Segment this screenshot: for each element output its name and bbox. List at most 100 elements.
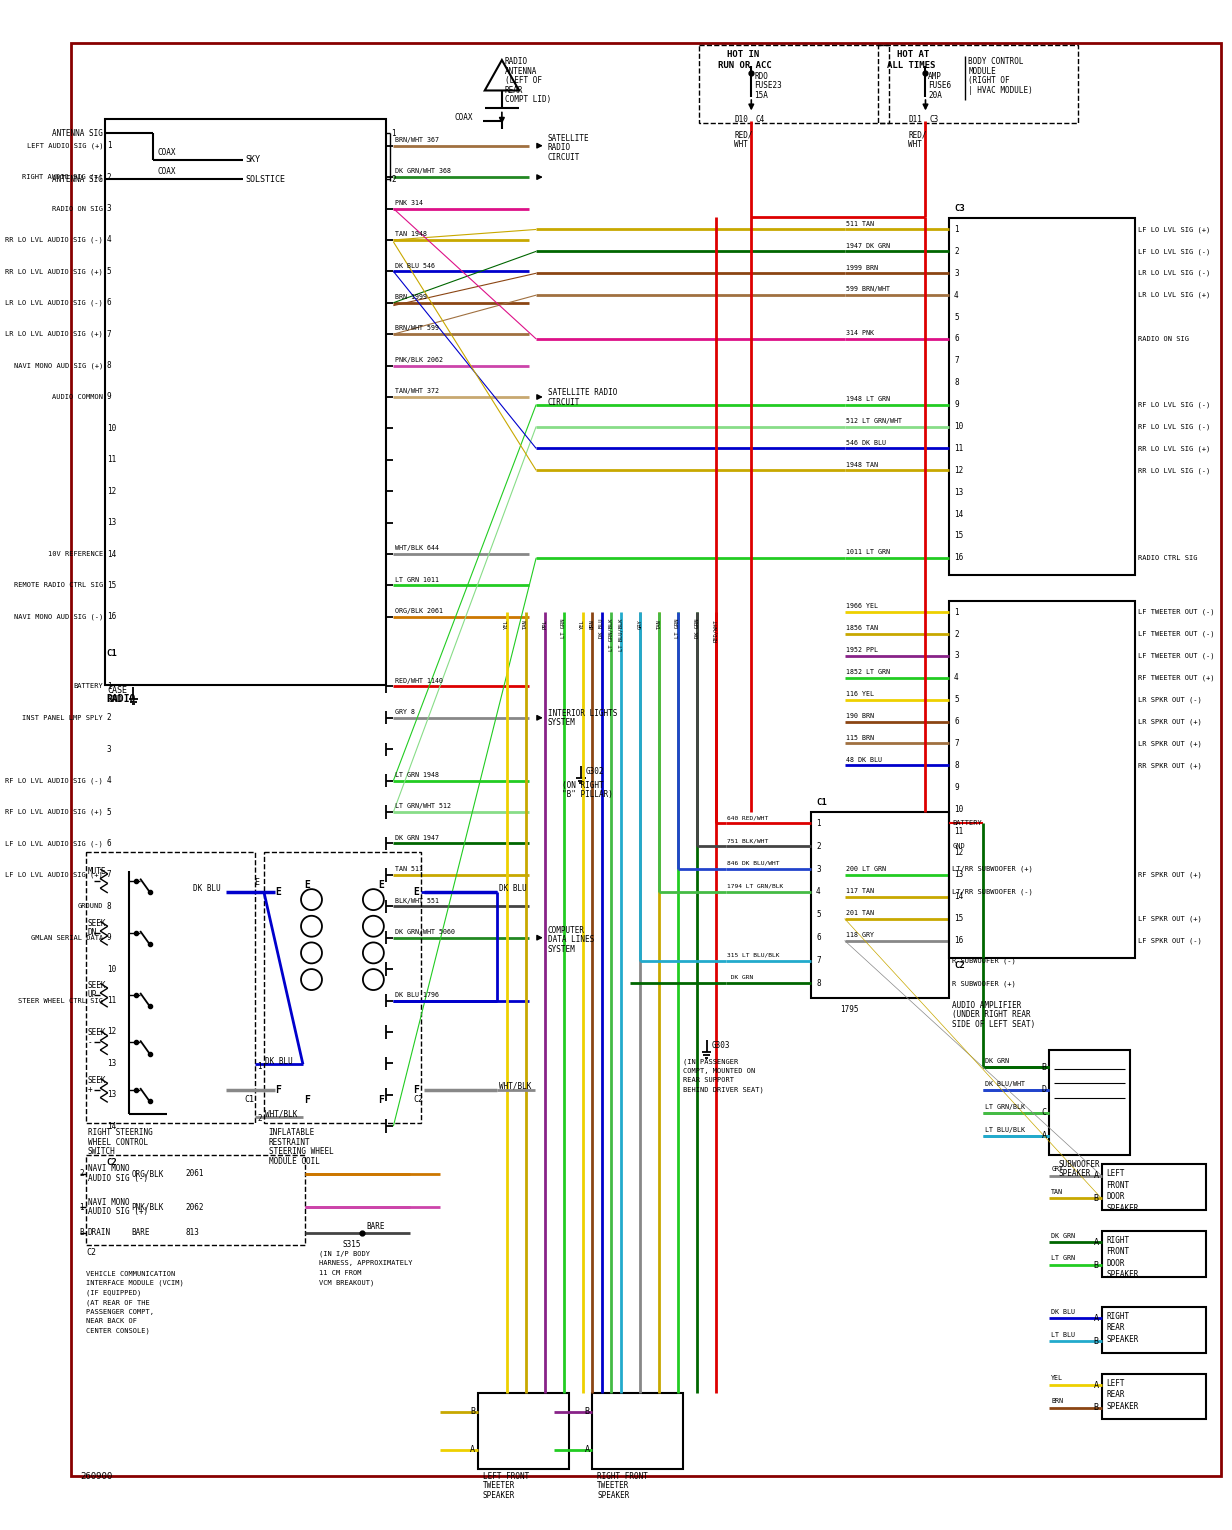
Text: NAVI MONO AUD SIG (+): NAVI MONO AUD SIG (+) (14, 363, 103, 369)
Text: 6: 6 (107, 298, 111, 308)
Text: 6: 6 (954, 718, 958, 727)
Text: 14: 14 (954, 892, 963, 901)
Text: 2: 2 (392, 174, 397, 184)
Text: WHT/BLK: WHT/BLK (499, 1082, 531, 1091)
Text: 9: 9 (954, 783, 958, 793)
Text: 3: 3 (107, 745, 111, 754)
Text: NAVI MONO: NAVI MONO (87, 1164, 129, 1174)
Text: 11: 11 (954, 826, 963, 835)
Text: D11: D11 (908, 115, 923, 124)
Text: SEEK: SEEK (87, 981, 106, 990)
Text: "B" PILLAR): "B" PILLAR) (562, 791, 612, 799)
Text: CIRCUIT: CIRCUIT (547, 398, 580, 407)
Text: BATTERY: BATTERY (73, 684, 103, 690)
Text: REMOTE RADIO CTRL SIG: REMOTE RADIO CTRL SIG (14, 583, 103, 589)
Text: RADIO CTRL SIG: RADIO CTRL SIG (1138, 555, 1198, 562)
Text: 1852 LT GRN: 1852 LT GRN (846, 669, 891, 675)
Text: 5: 5 (107, 266, 111, 275)
Text: 16: 16 (954, 936, 963, 946)
Text: 20A: 20A (929, 90, 942, 99)
Text: B: B (79, 1229, 84, 1238)
Text: SIDE OF LEFT SEAT): SIDE OF LEFT SEAT) (952, 1021, 1035, 1028)
Text: GRY: GRY (1051, 1166, 1063, 1172)
Text: 14: 14 (107, 1121, 116, 1131)
Bar (105, 119, 386, 685)
Text: TAN 1948: TAN 1948 (395, 231, 428, 237)
Text: RED/WHT: RED/WHT (713, 618, 718, 641)
Text: 4: 4 (954, 291, 958, 300)
Text: VCM BREAKOUT): VCM BREAKOUT) (319, 1279, 375, 1285)
Text: TWEETER: TWEETER (483, 1481, 515, 1490)
Text: 511 TAN: 511 TAN (846, 220, 875, 226)
Text: -: - (87, 1037, 92, 1047)
Text: BLK/WHT 551: BLK/WHT 551 (395, 898, 440, 904)
Text: LR LO LVL SIG (+): LR LO LVL SIG (+) (1138, 292, 1210, 298)
Text: 7: 7 (107, 871, 111, 880)
Text: 4: 4 (954, 673, 958, 682)
Text: 599 BRN/WHT: 599 BRN/WHT (846, 286, 891, 292)
Text: GMLAN SERIAL DATA: GMLAN SERIAL DATA (31, 935, 103, 941)
Bar (878, 44, 1078, 122)
Text: 15: 15 (954, 913, 963, 923)
Text: C2: C2 (414, 1095, 424, 1105)
Text: LF TWEETER OUT (-): LF TWEETER OUT (-) (1138, 609, 1215, 615)
Text: 12: 12 (954, 465, 963, 474)
Text: SKY: SKY (246, 156, 261, 164)
Text: DOOR: DOOR (1106, 1259, 1125, 1268)
Text: F: F (304, 1094, 309, 1105)
Text: DK GRN: DK GRN (1051, 1233, 1076, 1239)
Text: 1947 DK GRN: 1947 DK GRN (846, 243, 891, 249)
Text: A: A (1094, 1380, 1099, 1389)
Text: COAX: COAX (158, 148, 176, 158)
Text: REAR SUPPORT: REAR SUPPORT (683, 1077, 734, 1083)
Text: FRONT: FRONT (1106, 1247, 1130, 1256)
Text: WHT: WHT (734, 141, 748, 150)
Text: 1794 LT GRN/BLK: 1794 LT GRN/BLK (727, 884, 784, 889)
Text: 2: 2 (816, 842, 821, 851)
Text: 11: 11 (954, 444, 963, 453)
Text: BODY CONTROL: BODY CONTROL (968, 58, 1024, 66)
Text: 16: 16 (107, 612, 116, 621)
Text: SWITCH: SWITCH (87, 1148, 116, 1157)
Text: 5: 5 (107, 808, 111, 817)
Text: A: A (1094, 1170, 1099, 1180)
Text: B: B (1094, 1261, 1099, 1270)
Text: C: C (1041, 1108, 1046, 1117)
Text: WHT: WHT (908, 141, 923, 150)
Text: F: F (275, 1085, 281, 1095)
Text: RF LO LVL SIG (-): RF LO LVL SIG (-) (1138, 424, 1210, 430)
Text: A: A (471, 1446, 476, 1455)
Text: COAX: COAX (158, 167, 176, 176)
Text: RF LO LVL AUDIO SIG (+): RF LO LVL AUDIO SIG (+) (5, 809, 103, 815)
Text: E: E (378, 880, 384, 890)
Text: SPEAKER: SPEAKER (1106, 1401, 1138, 1411)
Text: ANTENNA: ANTENNA (505, 67, 537, 76)
Text: 10: 10 (954, 422, 963, 431)
Text: YEL: YEL (504, 618, 509, 629)
Text: (RIGHT OF: (RIGHT OF (968, 76, 1010, 86)
Text: RED/WHT 1140: RED/WHT 1140 (395, 678, 444, 684)
Text: 5: 5 (954, 312, 958, 321)
Text: 15: 15 (954, 531, 963, 540)
Text: LF LO LVL AUDIO SIG (+): LF LO LVL AUDIO SIG (+) (5, 872, 103, 878)
Text: 1966 YEL: 1966 YEL (846, 603, 878, 609)
Text: DK GRN/WHT 368: DK GRN/WHT 368 (395, 168, 451, 174)
Text: 2: 2 (954, 246, 958, 256)
Text: SPEAKER: SPEAKER (1106, 1334, 1138, 1343)
Text: AMP: AMP (929, 72, 942, 81)
Text: 1952 PPL: 1952 PPL (846, 647, 878, 653)
Text: 14: 14 (107, 549, 116, 558)
Bar (1101, 1374, 1206, 1420)
Text: B: B (584, 1408, 589, 1417)
Bar (86, 1155, 304, 1245)
Text: RIGHT: RIGHT (1106, 1313, 1130, 1320)
Text: LT GRN: LT GRN (1051, 1256, 1076, 1261)
Text: LR LO LVL SIG (-): LR LO LVL SIG (-) (1138, 269, 1210, 277)
Text: SUBWOOFER: SUBWOOFER (1058, 1160, 1100, 1169)
Text: BARE: BARE (367, 1221, 386, 1230)
Text: RESTRAINT: RESTRAINT (269, 1138, 310, 1148)
Text: E: E (254, 878, 260, 887)
Text: A: A (1041, 1131, 1046, 1140)
Text: RF SPKR OUT (+): RF SPKR OUT (+) (1138, 872, 1201, 878)
Text: 846 DK BLU/WHT: 846 DK BLU/WHT (727, 861, 780, 866)
